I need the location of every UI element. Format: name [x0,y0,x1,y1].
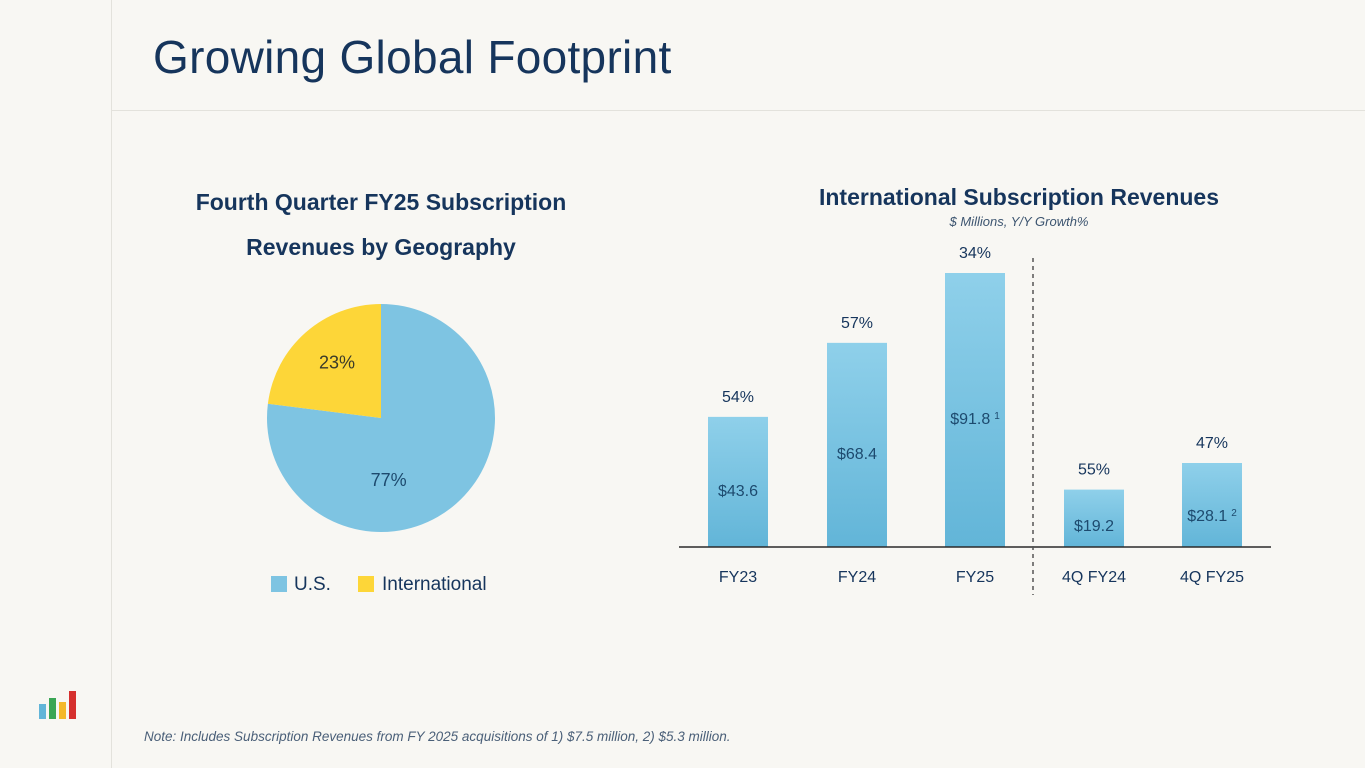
company-logo-icon [39,691,76,719]
legend-swatch-us [271,576,287,592]
x-tick-label: FY23 [719,569,757,586]
pie-label-us: 77% [371,470,407,490]
x-tick-label: FY25 [956,569,994,586]
growth-label: 34% [959,245,991,262]
bar-value-label: $19.2 [1074,518,1114,535]
bar-4q-fy25 [1182,463,1242,547]
pie-legend: U.S. International [271,574,487,595]
bar-fy24 [827,342,887,547]
growth-label: 54% [722,389,754,406]
bar-chart: $43.6 54% FY23 $68.4 57% FY24 $91.8 1 34% FY25 $19… [708,245,1244,586]
footnote: Note: Includes Subscription Revenues fro… [144,729,731,744]
footnote-marker: 2 [1231,508,1237,519]
bar-value-label: $28.1 2 [1187,508,1237,525]
left-divider-line [111,0,112,768]
x-tick-label: 4Q FY24 [1062,569,1126,586]
bar-fy23 [708,416,768,547]
footnote-marker: 1 [994,411,1000,422]
header-divider-line [111,110,1365,111]
growth-label: 47% [1196,435,1228,452]
pie-slice-international [267,304,381,418]
bar-chart-title: International Subscription Revenues [818,184,1220,210]
legend-swatch-international [358,576,374,592]
bar-fy25 [945,273,1005,547]
pie-chart-title: Fourth Quarter FY25 Subscription Revenue… [195,189,567,260]
x-tick-label: FY24 [838,569,876,586]
pie-chart: 77% 23% [267,304,495,532]
page-title: Growing Global Footprint [153,31,672,83]
bar-value-label: $68.4 [837,446,877,463]
legend-label-international: International [382,574,487,595]
pie-label-international: 23% [319,353,355,373]
bar-value-label: $43.6 [718,483,758,500]
bar-value-label: $91.8 1 [950,411,1000,428]
legend-label-us: U.S. [294,574,331,595]
bar-4q-fy24 [1064,489,1124,547]
growth-label: 55% [1078,462,1110,479]
x-tick-label: 4Q FY25 [1180,569,1244,586]
growth-label: 57% [841,315,873,332]
bar-chart-subtitle: $ Millions, Y/Y Growth% [949,214,1089,229]
